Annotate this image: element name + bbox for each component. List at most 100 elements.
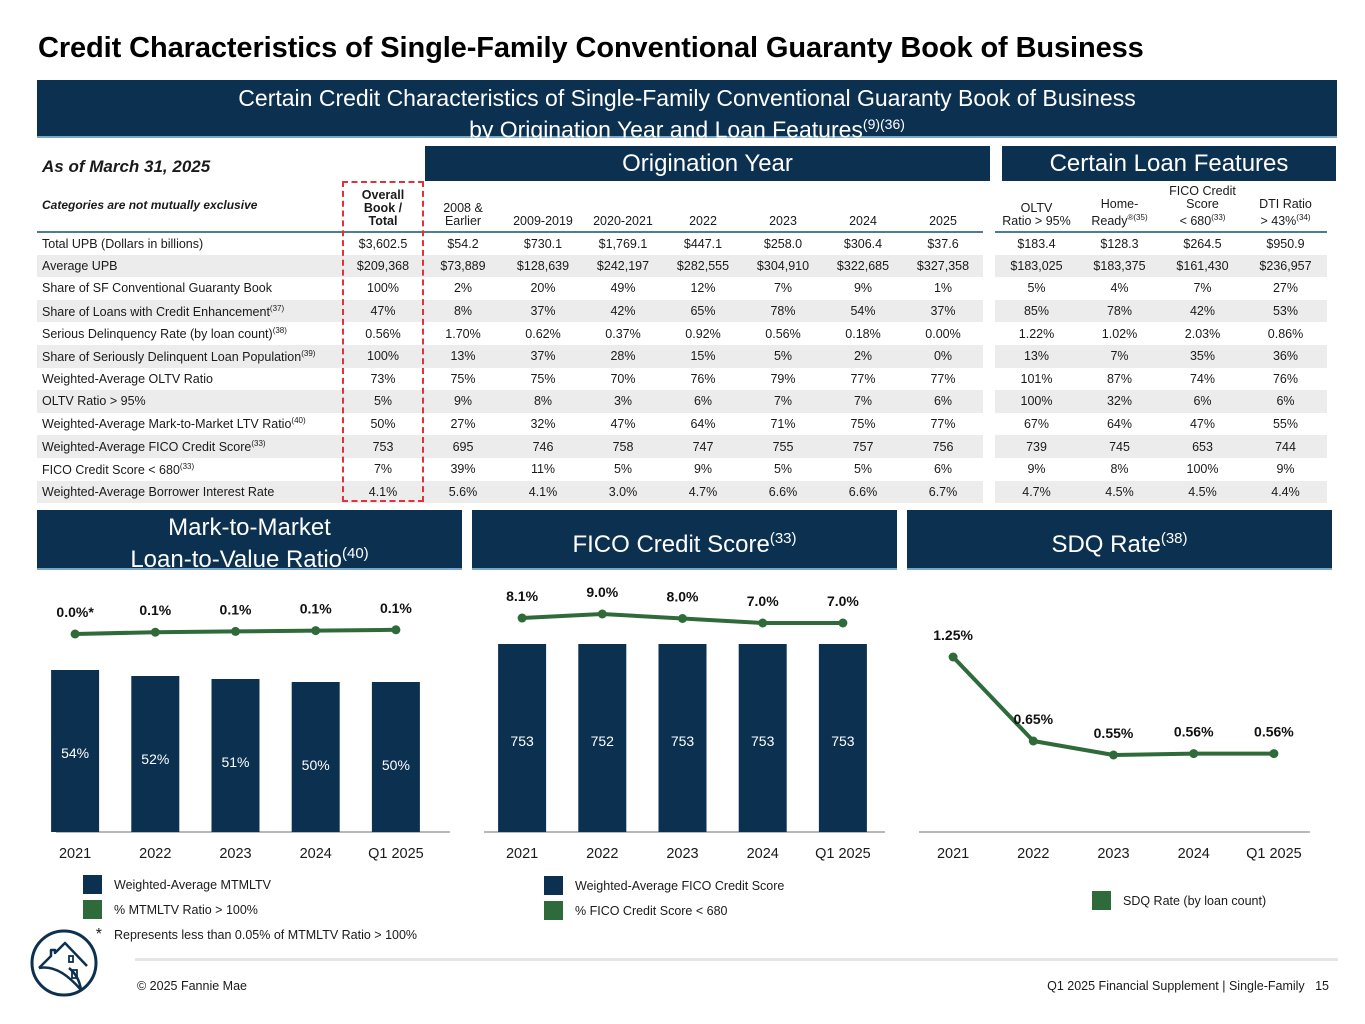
legend-item: Weighted-Average MTMLTV bbox=[83, 872, 417, 897]
cell-origination: $73,889 bbox=[423, 254, 503, 278]
cell-feature: 13% bbox=[995, 344, 1078, 368]
cell-origination: 5% bbox=[853, 462, 873, 477]
row-label: OLTV Ratio > 95% bbox=[37, 390, 343, 413]
cell-feature: 6% bbox=[1161, 390, 1244, 413]
cell-total: 5% bbox=[343, 390, 423, 413]
line-point bbox=[1189, 749, 1199, 759]
line-point bbox=[1269, 749, 1279, 759]
cell-origination: 75% bbox=[850, 417, 876, 432]
line-value-label: 7.0% bbox=[747, 593, 779, 609]
row-label: Share of Seriously Delinquent Loan Popul… bbox=[37, 344, 343, 368]
cell-origination: 75% bbox=[530, 371, 556, 386]
cell-feature: 27% bbox=[1272, 281, 1299, 296]
legend-item: % MTMLTV Ratio > 100% bbox=[83, 897, 417, 922]
cell-feature: 4.7% bbox=[995, 480, 1078, 504]
cell-feature: 4.5% bbox=[1078, 480, 1161, 504]
column-gap bbox=[983, 367, 995, 391]
cell-origination: 6% bbox=[933, 462, 953, 477]
cell-origination: 8% bbox=[423, 299, 503, 323]
cell-feature: 4.4% bbox=[1244, 480, 1327, 504]
footnote: * Represents less than 0.05% of MTMLTV Ra… bbox=[95, 925, 418, 943]
cell-feature: 64% bbox=[1106, 417, 1133, 432]
column-gap bbox=[983, 457, 995, 481]
cell-feature: $264.5 bbox=[1183, 236, 1222, 251]
table-row: Total UPB (Dollars in billions) $3,602.5 $… bbox=[37, 232, 1327, 255]
cell-origination: 39% bbox=[450, 462, 476, 477]
row-label: Weighted-Average FICO Credit Score(33) bbox=[37, 435, 343, 458]
cell-feature: 55% bbox=[1272, 417, 1299, 432]
legend-item: % FICO Credit Score < 680 bbox=[544, 898, 784, 923]
cell-feature: $183,025 bbox=[995, 254, 1078, 278]
line-point bbox=[150, 627, 160, 637]
cell-feature: 78% bbox=[1078, 299, 1161, 323]
cell-origination: 756 bbox=[903, 435, 983, 458]
bar bbox=[818, 644, 867, 832]
cell-total: 7% bbox=[373, 462, 393, 477]
origination-year-header: Origination Year bbox=[425, 146, 990, 181]
bar bbox=[131, 676, 180, 832]
cell-origination: 6% bbox=[903, 390, 983, 413]
line-point bbox=[838, 618, 848, 628]
line-value-label: 0.1% bbox=[220, 601, 252, 617]
line-point bbox=[391, 625, 401, 635]
cell-total: 0.56% bbox=[365, 326, 401, 341]
table-row: Share of Loans with Credit Enhancement(3… bbox=[37, 299, 1327, 323]
cell-origination: 6% bbox=[663, 390, 743, 413]
x-tick-label: 2021 bbox=[937, 846, 969, 862]
cell-feature: 85% bbox=[995, 299, 1078, 323]
cell-origination: 75% bbox=[450, 371, 476, 386]
x-tick-label: Q1 2025 bbox=[815, 846, 871, 862]
line-point bbox=[70, 629, 80, 639]
line-value-label: 8.0% bbox=[667, 589, 699, 605]
table-row: FICO Credit Score < 680(33) 7% 39% 11% 5% 9% 5… bbox=[37, 457, 1327, 481]
x-tick-label: 2021 bbox=[506, 846, 538, 862]
cell-feature: 9% bbox=[1027, 462, 1046, 477]
cell-feature: 1.02% bbox=[1101, 326, 1138, 341]
column-gap bbox=[983, 299, 995, 323]
bar-value-label: 50% bbox=[302, 757, 330, 773]
cell-origination: 7% bbox=[773, 281, 793, 296]
header-origination: 2009-2019 bbox=[503, 182, 583, 233]
cell-total: $3,602.5 bbox=[358, 236, 408, 251]
cell-origination: 1.70% bbox=[445, 326, 481, 341]
cell-origination: 6.6% bbox=[743, 480, 823, 504]
header-origination: 2025 bbox=[903, 182, 983, 233]
cell-feature: 4.5% bbox=[1161, 480, 1244, 504]
cell-origination: 2% bbox=[453, 281, 473, 296]
row-label: Share of SF Conventional Guaranty Book bbox=[42, 281, 272, 296]
cell-origination: $306.4 bbox=[843, 236, 883, 251]
fico-legend: Weighted-Average FICO Credit Score % FIC… bbox=[544, 873, 784, 923]
cell-origination: 5% bbox=[743, 344, 823, 368]
cell-origination: 7% bbox=[743, 390, 823, 413]
cell-feature: 36% bbox=[1244, 344, 1327, 368]
cell-origination: 12% bbox=[690, 281, 716, 296]
x-tick-label: 2023 bbox=[219, 846, 251, 862]
row-label: Total UPB (Dollars in billions) bbox=[42, 236, 204, 251]
header-origination: 2008 & Earlier bbox=[423, 182, 503, 233]
table-row: Average UPB $209,368 $73,889 $128,639 $242,1… bbox=[37, 254, 1327, 278]
corner-label: Categories are not mutually exclusive bbox=[37, 182, 343, 233]
sdq-chart-title: SDQ Rate(38) bbox=[907, 510, 1332, 570]
line-value-label: 7.0% bbox=[827, 593, 859, 609]
cell-origination: $304,910 bbox=[743, 254, 823, 278]
cell-origination: 0.37% bbox=[605, 326, 641, 341]
cell-feature: $236,957 bbox=[1244, 254, 1327, 278]
cell-origination: 9% bbox=[693, 462, 713, 477]
cell-origination: 77% bbox=[930, 371, 956, 386]
mtmltv-chart: 2021 2022 2023 2024 Q1 2025 54% 52% 51% 50% 50% 0.… bbox=[51, 600, 450, 862]
legend-item: SDQ Rate (by loan count) bbox=[1092, 888, 1266, 913]
cell-feature: 100% bbox=[995, 390, 1078, 413]
line-value-label: 9.0% bbox=[586, 584, 618, 600]
table-header-row: Categories are not mutually exclusive Ov… bbox=[37, 182, 1327, 233]
cell-feature: 7% bbox=[1193, 281, 1212, 296]
cell-feature: $183,375 bbox=[1078, 254, 1161, 278]
legend-swatch-navy bbox=[83, 875, 102, 894]
cell-origination: 27% bbox=[450, 417, 476, 432]
cell-feature: 47% bbox=[1189, 417, 1216, 432]
table-row: OLTV Ratio > 95% 5% 9% 8% 3% 6% 7% 7% 6% 100% 32% 6… bbox=[37, 390, 1327, 413]
line-point bbox=[678, 614, 687, 623]
x-tick-label: 2023 bbox=[666, 846, 698, 862]
row-label: Weighted-Average Mark-to-Market LTV Rati… bbox=[42, 416, 306, 432]
cell-feature: 745 bbox=[1078, 435, 1161, 458]
cell-origination: 757 bbox=[823, 435, 903, 458]
